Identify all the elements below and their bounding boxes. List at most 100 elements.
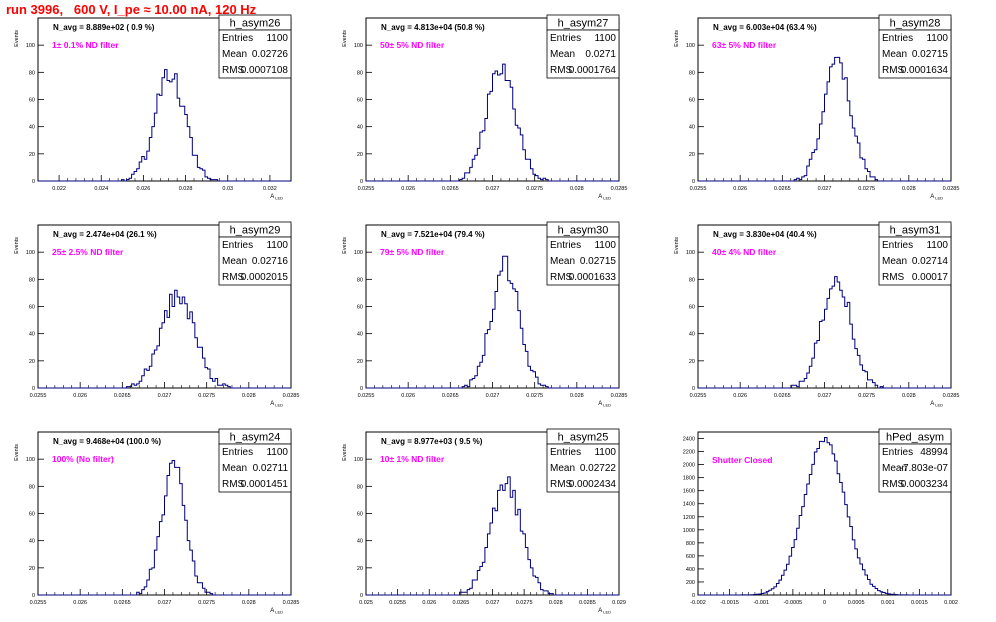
- y-tick-label: 400: [686, 567, 695, 573]
- x-tick-label: 0.0265: [452, 600, 469, 606]
- stats-value: 1100: [266, 447, 288, 458]
- x-tick-label: 0.0275: [516, 600, 533, 606]
- x-tick-label: 0.0255: [358, 393, 375, 399]
- x-tick-label: 0.026: [401, 393, 415, 399]
- navg-label: N_avg = 4.813e+04 (50.8 %): [381, 23, 485, 32]
- y-tick-label: 40: [357, 125, 363, 131]
- x-tick-label: 0.0265: [774, 186, 791, 192]
- y-tick-label: 40: [357, 332, 363, 338]
- x-tick-label: 0.026: [733, 186, 747, 192]
- stats-label: Entries: [550, 33, 581, 44]
- x-tick-label: 0.0265: [114, 393, 131, 399]
- stats-value: 1100: [594, 240, 616, 251]
- x-axis-label: ALED: [270, 194, 283, 201]
- stats-value: 0.0001451: [241, 479, 289, 490]
- stats-label: Entries: [222, 33, 253, 44]
- y-tick-label: 600: [686, 554, 695, 560]
- hist-title: h_asym25: [558, 432, 609, 444]
- x-tick-label: 0.026: [401, 186, 415, 192]
- filter-label: 79± 5% ND filter: [380, 247, 445, 257]
- y-tick-label: 80: [689, 70, 695, 76]
- x-tick-label: 0.0285: [943, 186, 960, 192]
- hist-title: h_asym28: [890, 18, 941, 30]
- stats-box: [546, 443, 620, 493]
- histogram-panel: 0 20 40 60 80 100 0.0255 0.026 0.0265 0.027 0.0275…: [14, 428, 300, 615]
- hist-title: h_asym27: [558, 18, 609, 30]
- hist-title: h_asym26: [230, 18, 281, 30]
- y-tick-label: 20: [357, 152, 363, 158]
- stats-label: Mean: [882, 49, 907, 60]
- stats-value: 1100: [594, 33, 616, 44]
- histogram-series: [698, 56, 951, 182]
- y-axis-label: Events: [14, 444, 20, 461]
- y-tick-label: 100: [354, 457, 363, 463]
- x-tick-label: -0.0015: [720, 600, 739, 606]
- x-tick-label: 0.026: [733, 393, 747, 399]
- y-tick-label: 60: [689, 98, 695, 104]
- y-tick-label: 20: [29, 152, 35, 158]
- y-tick-label: 800: [686, 541, 695, 547]
- stats-box: [878, 236, 952, 286]
- stats-label: RMS: [882, 272, 905, 283]
- stats-label: Entries: [222, 240, 253, 251]
- y-tick-label: 100: [686, 43, 695, 49]
- x-tick-label: 0.03: [222, 186, 233, 192]
- y-tick-label: 60: [689, 305, 695, 311]
- x-tick-label: 0.0285: [283, 600, 300, 606]
- x-tick-label: 0.026: [73, 600, 87, 606]
- stats-label: RMS: [882, 65, 905, 76]
- stats-label: RMS: [550, 479, 573, 490]
- x-tick-label: 0.0285: [943, 393, 960, 399]
- x-axis-label: ALED: [930, 194, 943, 201]
- x-tick-label: 0.0275: [526, 393, 543, 399]
- y-tick-label: 0: [32, 593, 35, 599]
- filter-label: 50± 5% ND filter: [380, 40, 445, 50]
- x-tick-label: -0.001: [753, 600, 769, 606]
- y-tick-label: 60: [29, 305, 35, 311]
- y-tick-label: 40: [29, 539, 35, 545]
- x-tick-label: 0.032: [263, 186, 277, 192]
- y-tick-label: 100: [26, 43, 35, 49]
- x-tick-label: 0.0255: [690, 393, 707, 399]
- histogram-panel: 0 20 40 60 80 100 0.0255 0.026 0.0265 0.027 0.0275…: [342, 14, 627, 201]
- stats-value: 0.00017: [912, 272, 949, 283]
- x-tick-label: 0.0285: [611, 393, 628, 399]
- y-tick-label: 100: [686, 250, 695, 256]
- x-tick-label: 0.027: [818, 393, 832, 399]
- histogram-series: [366, 476, 619, 596]
- navg-label: N_avg = 9.468e+04 (100.0 %): [53, 437, 161, 446]
- stats-label: RMS: [550, 65, 573, 76]
- x-tick-label: 0.0275: [198, 600, 215, 606]
- stats-box: [218, 236, 292, 286]
- y-tick-label: 100: [354, 250, 363, 256]
- x-tick-label: 0.027: [486, 600, 500, 606]
- x-tick-label: 0.0265: [442, 393, 459, 399]
- stats-value: 0.02716: [252, 256, 289, 267]
- stats-box: [878, 29, 952, 79]
- navg-label: N_avg = 8.889e+02 ( 0.9 %): [53, 23, 155, 32]
- y-tick-label: 80: [357, 70, 363, 76]
- histogram-series: [38, 69, 291, 182]
- x-tick-label: 0.028: [570, 393, 584, 399]
- stats-value: 0.02715: [580, 256, 617, 267]
- stats-label: Entries: [550, 240, 581, 251]
- navg-label: N_avg = 2.474e+04 (26.1 %): [53, 230, 157, 239]
- histogram-series: [366, 63, 619, 182]
- histogram-panel: 0 20 40 60 80 100 0.0255 0.026 0.0265 0.027 0.0275…: [342, 221, 628, 408]
- stats-value: 0.0007108: [241, 65, 289, 76]
- x-tick-label: 0.027: [158, 600, 172, 606]
- x-tick-label: 0.028: [179, 186, 193, 192]
- y-tick-label: 60: [357, 305, 363, 311]
- stats-label: Mean: [550, 49, 575, 60]
- y-axis-label: Events: [342, 237, 348, 254]
- stats-value: 0.02714: [912, 256, 949, 267]
- x-tick-label: 0.028: [549, 600, 563, 606]
- y-tick-label: 0: [360, 593, 363, 599]
- x-tick-label: 0.028: [902, 186, 916, 192]
- x-tick-label: 0: [823, 600, 826, 606]
- y-axis-label: Events: [674, 30, 680, 47]
- hist-title: h_asym31: [890, 225, 941, 237]
- stats-value: 1100: [266, 240, 288, 251]
- y-tick-label: 60: [357, 98, 363, 104]
- navg-label: N_avg = 6.003e+04 (63.4 %): [713, 23, 817, 32]
